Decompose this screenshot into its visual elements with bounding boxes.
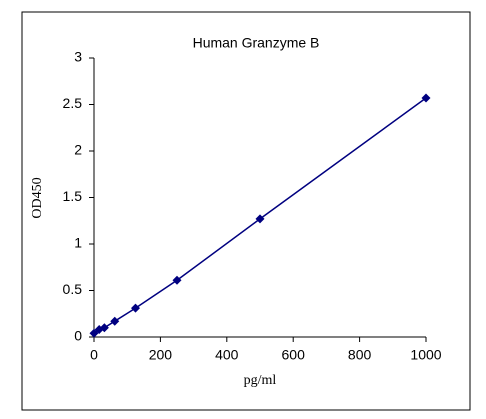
y-axis-label: OD450 <box>30 177 45 218</box>
y-tick-label: 0.5 <box>63 281 83 297</box>
x-axis-label: pg/ml <box>244 373 277 388</box>
y-tick-label: 1 <box>74 235 82 251</box>
x-tick-label: 0 <box>90 347 98 363</box>
x-tick-label: 1000 <box>410 347 441 363</box>
y-tick-label: 3 <box>74 49 82 65</box>
chart-title: Human Granzyme B <box>193 35 320 51</box>
frame <box>21 11 471 411</box>
x-tick-label: 200 <box>149 347 173 363</box>
y-tick-label: 2 <box>74 142 82 158</box>
x-tick-label: 800 <box>348 347 372 363</box>
data-point <box>110 316 120 326</box>
data-point <box>99 323 109 333</box>
x-tick-label: 600 <box>282 347 306 363</box>
y-tick-label: 2.5 <box>63 95 83 111</box>
data-point <box>172 275 182 285</box>
y-tick-label: 0 <box>74 328 82 344</box>
data-point <box>421 93 431 103</box>
x-tick-label: 400 <box>215 347 239 363</box>
y-tick-label: 1.5 <box>63 188 83 204</box>
data-point <box>131 303 140 313</box>
data-point <box>255 214 265 224</box>
